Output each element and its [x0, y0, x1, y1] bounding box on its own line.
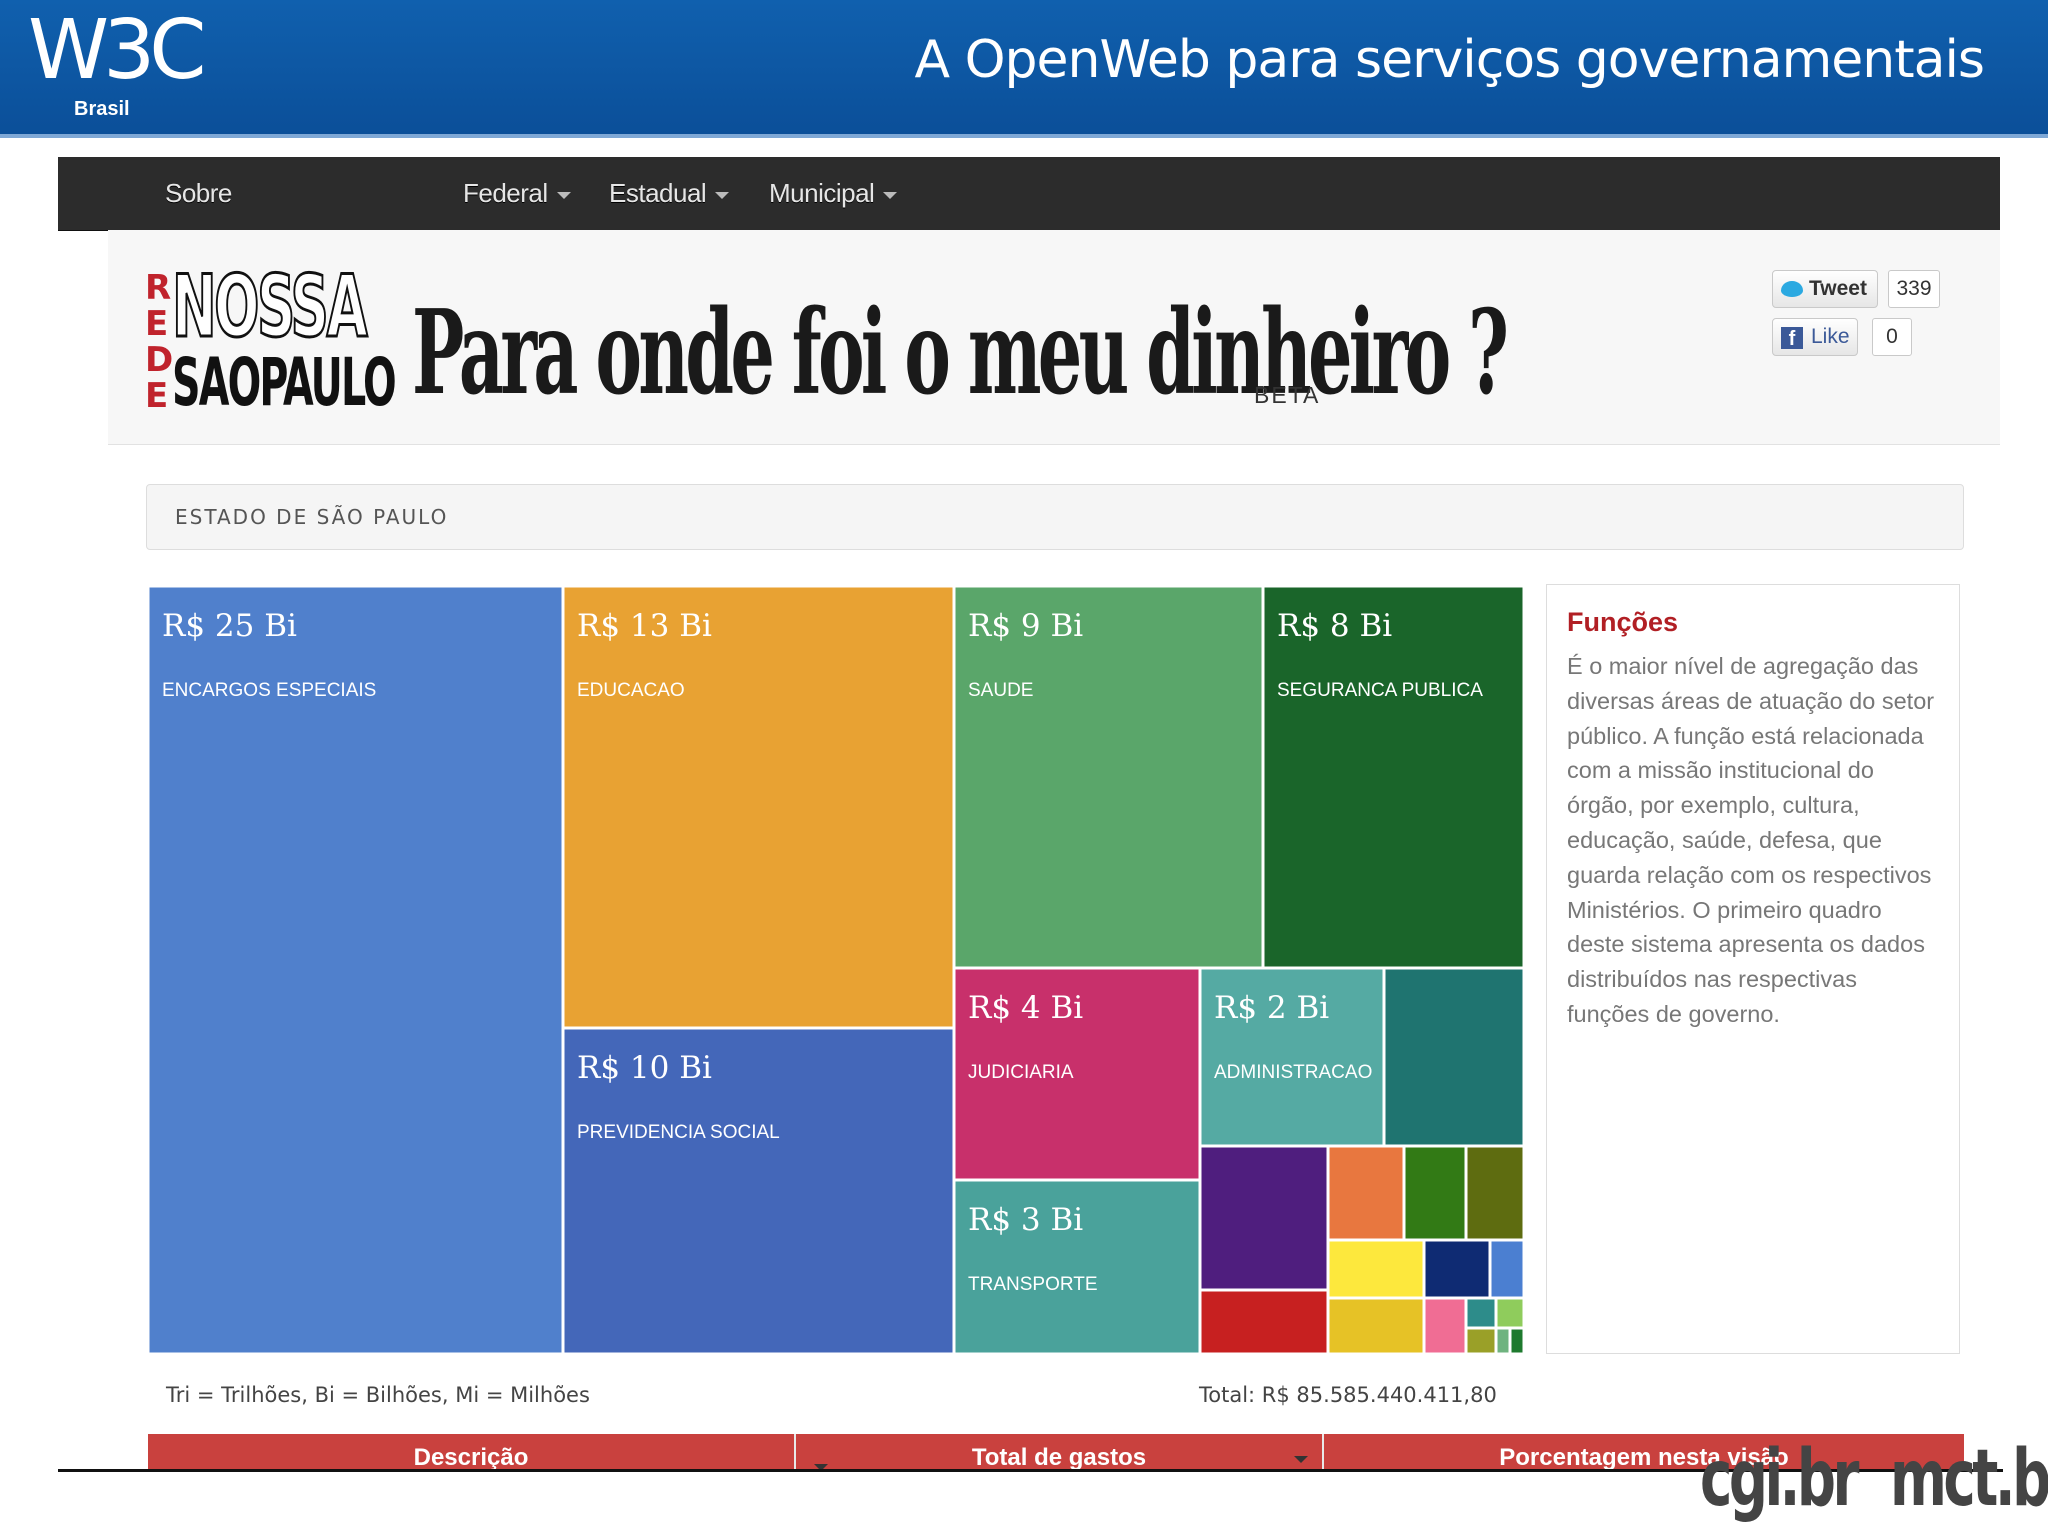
tweet-button[interactable]: Tweet [1772, 270, 1878, 308]
treemap-value-label: R$ 9 Bi [968, 608, 1083, 644]
facebook-icon: f [1781, 327, 1803, 350]
treemap-cell-minor[interactable] [1326, 1144, 1406, 1242]
slide-banner [0, 0, 2048, 134]
treemap-cell-educacao[interactable] [561, 586, 956, 1030]
slide-bottom-rule [58, 1469, 2003, 1472]
treemap-category-label: TRANSPORTE [968, 1274, 1098, 1295]
like-count: 0 [1872, 318, 1912, 356]
breadcrumb: ESTADO DE SÃO PAULO [146, 484, 1964, 550]
rede-letter: D [145, 340, 174, 380]
nav-item-label: Municipal [769, 178, 875, 208]
breadcrumb-label[interactable]: ESTADO DE SÃO PAULO [175, 505, 449, 529]
top-navbar: Sobre Federal Estadual Municipal [58, 157, 2000, 231]
treemap-value-label: R$ 3 Bi [968, 1202, 1083, 1238]
mct-logo: mct.br [1890, 1434, 2048, 1524]
twitter-bird-icon [1781, 281, 1803, 297]
tweet-label: Tweet [1809, 277, 1867, 300]
treemap-cell-minor[interactable] [1464, 1144, 1524, 1242]
spending-table-header: Descrição Total de gastos Porcentagem ne… [148, 1434, 1964, 1470]
unit-legend: Tri = Trilhões, Bi = Bilhões, Mi = Milhõ… [166, 1383, 590, 1407]
info-panel-text: É o maior nível de agregação das diversa… [1567, 653, 1935, 1027]
w3c-logo-subtitle: Brasil [74, 98, 130, 120]
banner-divider [0, 134, 2048, 138]
total-spending: Total: R$ 85.585.440.411,80 [1199, 1383, 1497, 1407]
treemap-cell-minor[interactable] [1198, 1288, 1330, 1354]
treemap-cell-minor[interactable] [1494, 1326, 1512, 1354]
tweet-count: 339 [1888, 270, 1940, 308]
nav-item-sobre[interactable]: Sobre [165, 157, 232, 230]
table-header-total[interactable]: Total de gastos [971, 1444, 1147, 1470]
treemap-value-label: R$ 10 Bi [577, 1050, 712, 1086]
spending-treemap: R$ 25 Bi ENCARGOS ESPECIAIS R$ 13 Bi EDUCAC… [148, 586, 1524, 1354]
w3c-logo: W3C Brasil [28, 3, 206, 121]
treemap-cell-minor[interactable] [1464, 1326, 1498, 1354]
treemap-cell-minor[interactable] [1422, 1238, 1492, 1300]
slide-title: A OpenWeb para serviços governamentais [914, 30, 1985, 90]
treemap-cell-minor[interactable] [1508, 1326, 1524, 1354]
table-header-divider [794, 1434, 796, 1470]
chevron-down-icon [556, 191, 571, 199]
chevron-down-icon [715, 191, 730, 199]
nav-item-label: Federal [463, 178, 548, 208]
rede-letter: E [145, 376, 169, 416]
treemap-category-label: SEGURANCA PUBLICA [1277, 680, 1483, 701]
info-panel: Funções É o maior nível de agregação das… [1546, 584, 1960, 1354]
treemap-value-label: R$ 4 Bi [968, 990, 1083, 1026]
treemap-value-label: R$ 2 Bi [1214, 990, 1329, 1026]
sort-caret-icon[interactable] [814, 1464, 828, 1470]
nav-item-estadual[interactable]: Estadual [609, 157, 730, 230]
saopaulo-logo-text[interactable]: SAOPAULO [172, 344, 397, 421]
nav-item-federal[interactable]: Federal [463, 157, 571, 230]
treemap-cell-minor[interactable] [1402, 1144, 1468, 1242]
page-headline: Para onde foi o meu dinheiro ? [412, 285, 1509, 421]
nossa-logo-text[interactable]: NOSSA [171, 257, 369, 357]
sort-caret-icon[interactable] [1294, 1456, 1308, 1463]
table-header-divider [1322, 1434, 1324, 1470]
treemap-cell-encargos-especiais[interactable] [148, 586, 565, 1354]
treemap-category-label: SAUDE [968, 680, 1033, 701]
nav-item-label: Estadual [609, 178, 707, 208]
treemap-category-label: PREVIDENCIA SOCIAL [577, 1122, 780, 1143]
site-header [108, 230, 2000, 445]
beta-badge: BETA [1254, 382, 1321, 408]
treemap-value-label: R$ 25 Bi [162, 608, 297, 644]
cgi-logo: cgi.br [1700, 1434, 1859, 1524]
treemap-cell-minor[interactable] [1422, 1296, 1468, 1354]
treemap-cell-minor[interactable] [1326, 1238, 1426, 1300]
table-header-descricao[interactable]: Descrição [413, 1444, 529, 1470]
treemap-cell-minor[interactable] [1198, 1144, 1330, 1292]
nav-item-municipal[interactable]: Municipal [769, 157, 898, 230]
info-panel-title: Funções [1567, 607, 1679, 637]
rede-letter: E [145, 304, 169, 344]
like-label: Like [1811, 325, 1850, 348]
w3c-logo-text: W3C [28, 3, 206, 98]
treemap-cell-transporte[interactable] [952, 1178, 1202, 1354]
treemap-cell-minor[interactable] [1326, 1296, 1426, 1354]
rede-letter: R [145, 268, 172, 308]
treemap-value-label: R$ 8 Bi [1277, 608, 1392, 644]
treemap-cell-previdencia-social[interactable] [561, 1026, 956, 1354]
treemap-category-label: JUDICIARIA [968, 1062, 1074, 1083]
treemap-cell-judiciaria[interactable] [952, 966, 1202, 1182]
table-header-porcentagem[interactable]: Porcentagem nesta visão [1499, 1444, 1789, 1470]
treemap-cell-minor[interactable] [1382, 966, 1524, 1148]
treemap-cell-minor[interactable] [1488, 1238, 1524, 1300]
chevron-down-icon [883, 191, 898, 199]
treemap-cell-minor[interactable] [1464, 1296, 1498, 1330]
treemap-value-label: R$ 13 Bi [577, 608, 712, 644]
treemap-cell-minor[interactable] [1494, 1296, 1524, 1330]
facebook-like-button[interactable]: f Like [1772, 318, 1858, 356]
treemap-category-label: EDUCACAO [577, 680, 685, 701]
treemap-cell-seguranca-publica[interactable] [1261, 586, 1524, 970]
nav-item-label: Sobre [165, 178, 232, 208]
treemap-category-label: ADMINISTRACAO [1214, 1062, 1372, 1083]
treemap-category-label: ENCARGOS ESPECIAIS [162, 680, 376, 701]
